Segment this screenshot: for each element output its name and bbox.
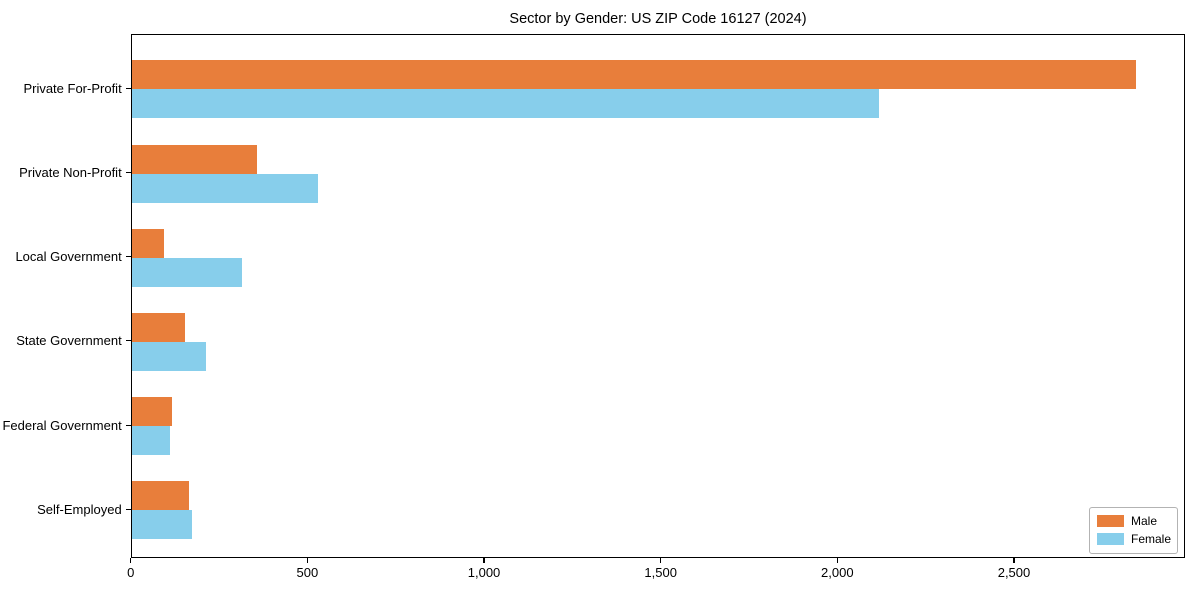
- ytick-label-federal-government: Federal Government: [2, 417, 122, 433]
- ytick-mark: [126, 87, 131, 89]
- legend-row-female: Female: [1097, 531, 1172, 546]
- bar-male-local-government: [131, 228, 164, 258]
- xtick-mark: [660, 558, 662, 563]
- legend-label-female: Female: [1131, 531, 1172, 546]
- bar-female-self-employed: [131, 510, 193, 540]
- xtick-label-1-000: 1,000: [467, 565, 501, 580]
- xtick-mark: [836, 558, 838, 563]
- plot-area: [130, 34, 1185, 558]
- male-swatch-icon: [1097, 515, 1124, 527]
- ytick-mark: [126, 508, 131, 510]
- ytick-mark: [126, 340, 131, 342]
- xtick-label-500: 500: [296, 565, 319, 580]
- xtick-label-2-000: 2,000: [821, 565, 854, 580]
- bar-female-private-non-profit: [131, 173, 318, 203]
- xtick-label-2-500: 2,500: [997, 565, 1031, 580]
- bar-male-private-for-profit: [131, 60, 1136, 90]
- ytick-mark: [126, 256, 131, 258]
- xtick-mark: [130, 558, 132, 563]
- bar-female-local-government: [131, 257, 242, 287]
- female-swatch-icon: [1097, 533, 1124, 545]
- bar-female-private-for-profit: [131, 89, 879, 119]
- bar-female-federal-government: [131, 426, 171, 456]
- bar-male-private-non-profit: [131, 144, 258, 174]
- legend-row-male: Male: [1097, 513, 1170, 528]
- xtick-label-1-500: 1,500: [644, 565, 677, 580]
- bar-male-federal-government: [131, 397, 172, 427]
- ytick-label-private-for-profit: Private For-Profit: [23, 80, 122, 96]
- ytick-label-self-employed: Self-Employed: [37, 501, 122, 517]
- xtick-mark: [306, 558, 308, 563]
- ytick-label-state-government: State Government: [16, 333, 122, 349]
- legend: Male Female: [1089, 506, 1178, 554]
- bar-male-self-employed: [131, 481, 190, 511]
- ytick-mark: [126, 171, 131, 174]
- xtick-mark: [483, 558, 485, 563]
- bars-layer: [131, 35, 1184, 557]
- chart-title: Sector by Gender: US ZIP Code 16127 (202…: [509, 11, 807, 27]
- ytick-label-local-government: Local Government: [15, 249, 122, 265]
- ytick-mark: [126, 424, 131, 426]
- xtick-label-0: 0: [127, 565, 135, 580]
- bar-female-state-government: [131, 341, 206, 371]
- bar-male-state-government: [131, 312, 186, 342]
- legend-label-male: Male: [1131, 513, 1158, 528]
- ytick-label-private-non-profit: Private Non-Profit: [19, 165, 122, 180]
- xtick-mark: [1013, 558, 1015, 563]
